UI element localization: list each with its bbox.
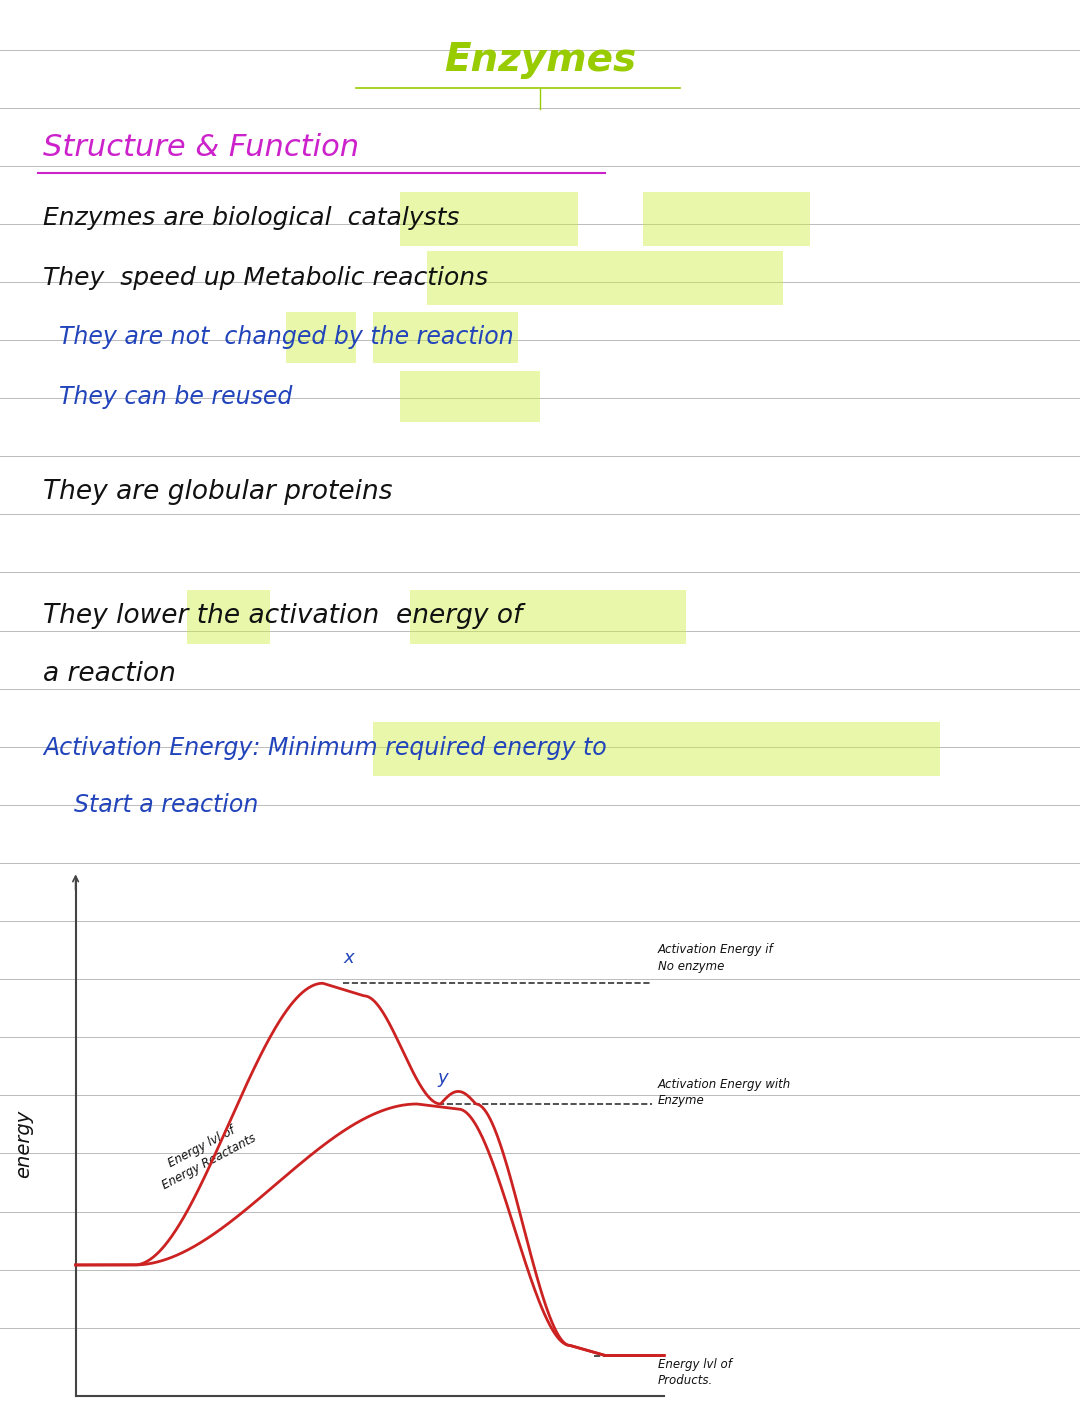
Text: They are globular proteins: They are globular proteins [43, 479, 393, 504]
Text: Structure & Function: Structure & Function [43, 133, 360, 162]
Text: Activation Energy with
Enzyme: Activation Energy with Enzyme [658, 1078, 791, 1108]
Text: Enzymes: Enzymes [444, 41, 636, 78]
Text: They can be reused: They can be reused [59, 385, 293, 408]
Text: a reaction: a reaction [43, 662, 176, 687]
Bar [373, 312, 518, 363]
Text: They are not  changed by the reaction: They are not changed by the reaction [59, 326, 514, 349]
Text: x: x [343, 949, 354, 966]
Text: Activation Energy if
No enzyme: Activation Energy if No enzyme [658, 942, 773, 972]
Text: Enzymes are biological  catalysts: Enzymes are biological catalysts [43, 207, 460, 230]
Bar [400, 371, 540, 422]
Bar [286, 312, 356, 363]
Bar [410, 589, 686, 643]
Bar [400, 191, 578, 245]
Text: y: y [437, 1070, 448, 1087]
Bar [373, 721, 940, 775]
Text: Energy lvl of
Energy Reactants: Energy lvl of Energy Reactants [152, 1117, 258, 1192]
Bar [643, 191, 810, 245]
Bar [187, 589, 270, 643]
Text: Start a reaction: Start a reaction [59, 794, 259, 816]
Text: Energy lvl of
Products.: Energy lvl of Products. [658, 1357, 731, 1387]
Bar [427, 251, 783, 305]
Text: They  speed up Metabolic reactions: They speed up Metabolic reactions [43, 266, 488, 289]
Text: Activation Energy: Minimum required energy to: Activation Energy: Minimum required ener… [43, 737, 607, 760]
Text: energy: energy [14, 1110, 33, 1179]
Text: They lower the activation  energy of: They lower the activation energy of [43, 604, 523, 629]
